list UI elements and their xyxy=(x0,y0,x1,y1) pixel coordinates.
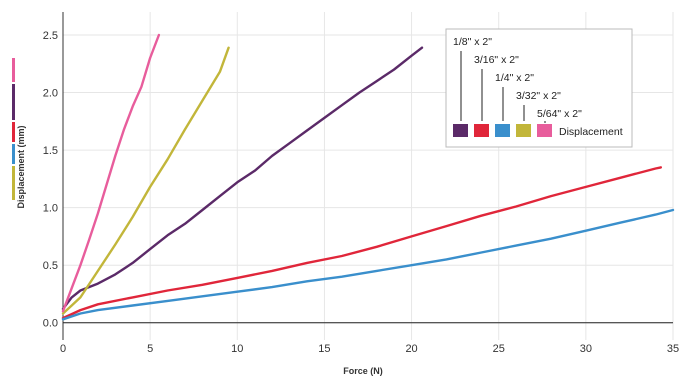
y-axis-color-key xyxy=(12,58,15,200)
legend-series-label: 5/64" x 2" xyxy=(537,108,582,120)
x-tick-label: 30 xyxy=(580,343,592,355)
y-tick-label: 1.5 xyxy=(43,145,58,157)
y-key-segment xyxy=(12,166,15,200)
legend: 1/8" x 2" 3/16" x 2" 1/4" x 2" 3/32" x 2" 5/… xyxy=(445,28,633,148)
y-tick-label: 0.0 xyxy=(43,318,58,330)
y-key-segment xyxy=(12,58,15,82)
legend-swatch xyxy=(495,124,510,137)
x-tick-label: 25 xyxy=(493,343,505,355)
x-tick-label: 20 xyxy=(405,343,417,355)
y-axis-title: Displacement (mm) xyxy=(16,125,26,208)
series-line-3 xyxy=(61,46,230,315)
legend-swatch xyxy=(453,124,468,137)
x-tick-label: 0 xyxy=(60,343,66,355)
y-key-segment xyxy=(12,84,15,120)
legend-series-label: 1/8" x 2" xyxy=(453,36,492,48)
y-key-segment xyxy=(12,122,15,142)
x-tick-label: 5 xyxy=(147,343,153,355)
x-tick-labels: 0 5 10 15 20 25 30 35 xyxy=(60,343,679,355)
y-tick-label: 1.0 xyxy=(43,203,58,215)
x-axis-title: Force (N) xyxy=(343,366,383,376)
series-lines xyxy=(61,33,675,321)
y-tick-label: 2.0 xyxy=(43,88,58,100)
legend-series-label: 3/32" x 2" xyxy=(516,90,561,102)
y-tick-label: 0.5 xyxy=(43,260,58,272)
x-tick-label: 35 xyxy=(667,343,679,355)
series-line-0 xyxy=(61,46,424,311)
series-line-4 xyxy=(61,33,161,313)
legend-series-label: 1/4" x 2" xyxy=(495,72,534,84)
legend-series-label: 3/16" x 2" xyxy=(474,54,519,66)
y-key-segment xyxy=(12,144,15,164)
series-line-2 xyxy=(61,208,675,321)
y-tick-labels: 0.0 0.5 1.0 1.5 2.0 2.5 xyxy=(43,30,58,330)
x-tick-label: 10 xyxy=(231,343,243,355)
series-line-1 xyxy=(61,166,662,320)
legend-swatch xyxy=(537,124,552,137)
legend-swatch xyxy=(474,124,489,137)
x-tick-label: 15 xyxy=(318,343,330,355)
legend-swatch xyxy=(516,124,531,137)
legend-displacement-label: Displacement xyxy=(559,126,623,138)
y-tick-label: 2.5 xyxy=(43,30,58,42)
